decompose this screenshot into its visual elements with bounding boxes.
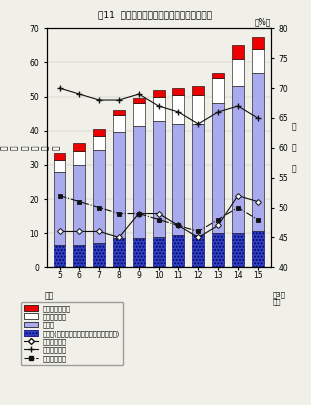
- Y-axis label: 進
路
別
修
了
者
数: 進 路 別 修 了 者 数: [0, 145, 61, 150]
- Bar: [53, 160, 66, 172]
- Bar: [113, 132, 125, 238]
- Bar: [232, 59, 244, 86]
- Bar: [53, 153, 66, 160]
- Text: 図11  大学院（修士課程）修了者の進路状況: 図11 大学院（修士課程）修了者の進路状況: [99, 10, 212, 19]
- Bar: [133, 98, 145, 103]
- Text: 平成: 平成: [45, 291, 54, 300]
- Bar: [53, 245, 66, 267]
- Bar: [153, 90, 165, 97]
- Bar: [173, 235, 184, 267]
- Bar: [212, 73, 224, 78]
- Bar: [133, 126, 145, 238]
- Bar: [53, 172, 66, 245]
- Bar: [232, 45, 244, 59]
- Bar: [173, 95, 184, 124]
- Bar: [232, 233, 244, 267]
- Bar: [212, 103, 224, 233]
- Bar: [93, 149, 105, 243]
- Bar: [212, 233, 224, 267]
- Bar: [192, 95, 204, 124]
- Bar: [192, 86, 204, 95]
- Bar: [212, 78, 224, 103]
- Bar: [252, 232, 264, 267]
- Bar: [133, 238, 145, 267]
- Bar: [153, 121, 165, 237]
- Bar: [232, 86, 244, 233]
- Bar: [73, 245, 85, 267]
- Bar: [173, 88, 184, 95]
- Bar: [153, 97, 165, 121]
- Bar: [113, 110, 125, 115]
- Y-axis label: 就

職

率: 就 職 率: [291, 123, 296, 173]
- Bar: [93, 136, 105, 149]
- Bar: [173, 124, 184, 235]
- Bar: [133, 103, 145, 126]
- Bar: [73, 151, 85, 165]
- Bar: [252, 73, 264, 232]
- Bar: [73, 165, 85, 245]
- Text: 年3月
修了: 年3月 修了: [272, 291, 285, 305]
- Bar: [252, 37, 264, 49]
- Bar: [73, 143, 85, 151]
- Bar: [153, 237, 165, 267]
- Bar: [93, 129, 105, 136]
- Bar: [113, 115, 125, 132]
- Bar: [113, 238, 125, 267]
- Legend: 死亡・不詳の者, 左記以外の者, 就職者, 進学者(就職し、かつ進学した者を含む。), 就職率（女）, 就職率（男）, 就職率（計）: 死亡・不詳の者, 左記以外の者, 就職者, 進学者(就職し、かつ進学した者を含む…: [21, 302, 123, 365]
- Bar: [252, 49, 264, 73]
- Bar: [192, 124, 204, 235]
- Bar: [192, 235, 204, 267]
- Text: （%）: （%）: [254, 17, 271, 26]
- Bar: [93, 243, 105, 267]
